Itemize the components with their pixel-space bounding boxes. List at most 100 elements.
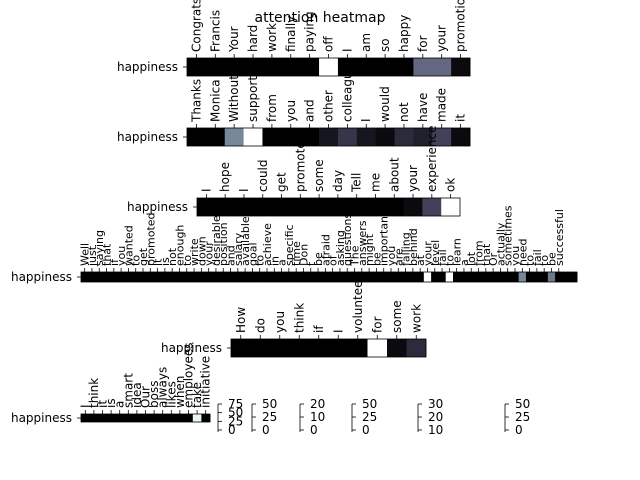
heatmap-cell — [197, 198, 217, 216]
token-label: fail — [531, 249, 544, 266]
token-label: boss — [147, 381, 161, 408]
token-label: to — [130, 255, 143, 266]
heatmap-cell — [409, 272, 417, 282]
heatmap-cell — [248, 272, 257, 282]
heatmap-cell — [243, 58, 263, 76]
heatmap-cell — [451, 58, 471, 76]
token-label: Francis — [208, 10, 222, 52]
colorbar-tick-label: 0 — [515, 423, 523, 437]
heatmap-cell — [460, 272, 468, 282]
heatmap-panel-4: happinessWelljustsayingthatifyouwantedto… — [11, 205, 578, 284]
token-label: position — [217, 222, 230, 266]
token-label: I — [340, 48, 354, 52]
heatmap-cell — [336, 272, 344, 282]
heatmap-cell — [161, 272, 169, 282]
heatmap-cell — [205, 58, 226, 76]
token-label: happy — [397, 15, 411, 52]
token-label: to — [538, 255, 551, 266]
heatmap-cell — [253, 198, 273, 216]
token-label: I — [359, 118, 373, 122]
heatmap-cell — [190, 272, 199, 282]
token-label: be — [312, 252, 325, 266]
heatmap-cell — [401, 272, 410, 282]
heatmap-cell — [175, 414, 185, 422]
heatmap-cell — [569, 272, 578, 282]
heatmap-cell — [263, 272, 272, 282]
token-label: get — [275, 172, 289, 192]
colorbar-tick-label: 20 — [428, 410, 443, 424]
heatmap-cell — [438, 272, 447, 282]
heatmap-cell — [518, 272, 527, 282]
heatmap-cell — [314, 272, 323, 282]
token-label: it — [152, 258, 165, 266]
heatmap-cell — [375, 58, 395, 76]
colorbar-tick-label: 25 — [362, 410, 377, 424]
token-label: likes — [164, 381, 178, 408]
token-label: to — [181, 255, 194, 266]
heatmap-cell — [445, 272, 454, 282]
token-label: is — [104, 398, 118, 408]
token-label: write — [188, 238, 201, 266]
heatmap-cell — [387, 339, 407, 357]
token-label: and — [225, 245, 238, 266]
heatmap-cell — [115, 414, 125, 422]
token-label: How — [234, 307, 248, 333]
heatmap-cell — [285, 272, 293, 282]
colorbar-tick-label: 0 — [310, 423, 318, 437]
heatmap-cell — [562, 272, 571, 282]
token-label: Well — [79, 243, 92, 266]
heatmap-cell — [372, 272, 381, 282]
heatmap-cell — [474, 272, 483, 282]
heatmap-cell — [234, 272, 242, 282]
token-label: that — [480, 243, 493, 266]
token-label: important — [378, 211, 391, 266]
token-label: Without — [227, 75, 241, 122]
token-label: hard — [246, 25, 260, 52]
heatmap-cell — [226, 272, 235, 282]
token-label: employees — [182, 343, 196, 408]
heatmap-cell — [102, 272, 111, 282]
token-label: behind — [407, 228, 420, 266]
heatmap-cell — [309, 339, 329, 357]
heatmap-cell — [422, 198, 442, 216]
heatmap-cell — [139, 272, 148, 282]
heatmap-cell — [231, 339, 251, 357]
heatmap-cell — [300, 58, 320, 76]
heatmap-panel-6: happiness IthinkitisasmartideaOurbossalwa… — [11, 343, 213, 425]
heatmap-cell — [175, 272, 184, 282]
colorbar-tick-label: 20 — [310, 397, 325, 411]
heatmap-cell — [124, 414, 133, 422]
heatmap-cell — [205, 128, 226, 146]
heatmap-cell — [482, 272, 490, 282]
token-label: to — [443, 255, 456, 266]
heatmap-cell — [243, 128, 263, 146]
token-label: Your — [227, 26, 241, 53]
token-label: I — [331, 329, 345, 333]
token-label: it — [454, 114, 468, 122]
heatmap-cell — [432, 128, 452, 146]
heatmap-cell — [153, 272, 162, 282]
colorbar-tick-label: 50 — [228, 406, 243, 420]
token-label: to — [524, 255, 537, 266]
heatmap-cell — [183, 272, 191, 282]
token-label: Thanks — [189, 79, 203, 123]
token-label: specific — [283, 224, 296, 266]
token-label: smart — [121, 373, 135, 408]
heatmap-cell — [406, 339, 427, 357]
token-label: experience — [425, 125, 439, 192]
heatmap-cell — [441, 198, 461, 216]
heatmap-cell — [387, 272, 396, 282]
token-label: asking — [334, 230, 347, 266]
token-label: do — [253, 318, 267, 333]
token-label: your — [203, 241, 216, 266]
token-label: work — [265, 23, 279, 52]
heatmap-cell — [106, 414, 116, 422]
token-label: from — [265, 94, 279, 122]
token-label: finally — [284, 16, 298, 52]
heatmap-cell — [365, 272, 374, 282]
token-label: goal — [246, 242, 259, 266]
heatmap-cell — [533, 272, 541, 282]
heatmap-cell — [375, 128, 395, 146]
heatmap-cell — [184, 414, 194, 422]
